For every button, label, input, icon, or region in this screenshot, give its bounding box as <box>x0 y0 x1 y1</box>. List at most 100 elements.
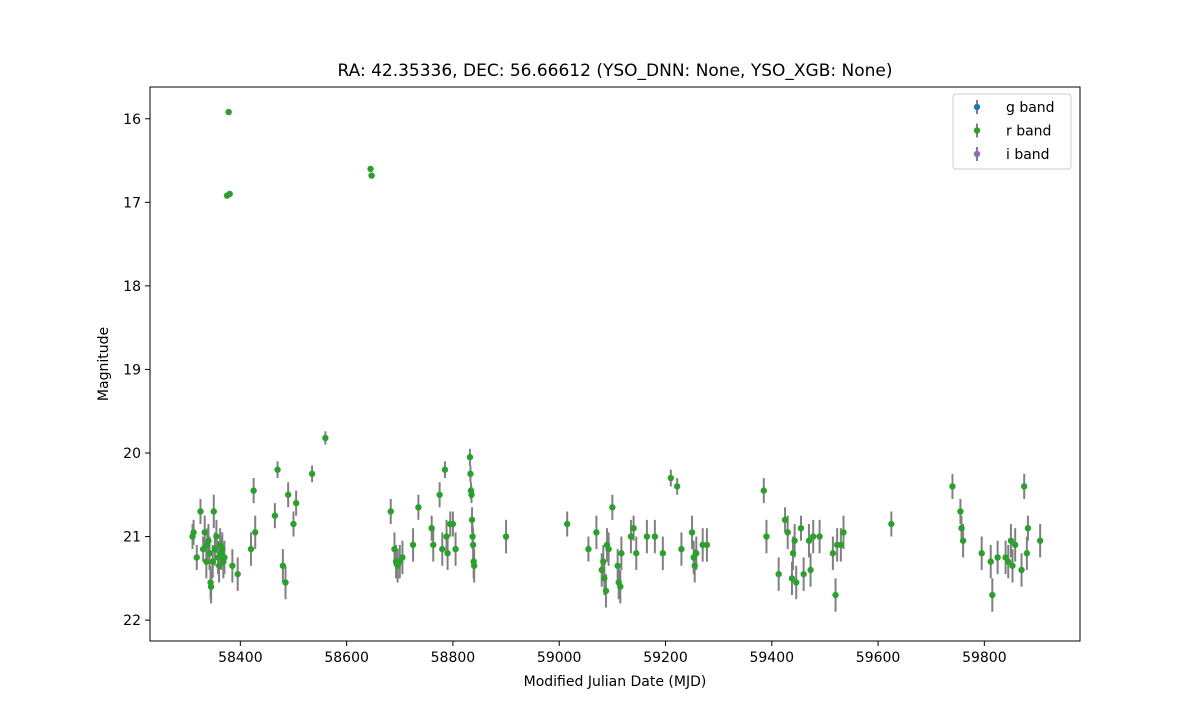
data-point <box>678 545 685 553</box>
data-point <box>978 550 985 557</box>
x-tick-label: 59600 <box>856 650 901 666</box>
legend-box <box>952 93 1072 170</box>
data-point <box>444 550 451 557</box>
y-tick-label: 22 <box>123 613 141 629</box>
data-point <box>816 533 823 540</box>
data-point <box>614 562 621 569</box>
data-point <box>788 575 796 582</box>
data-point <box>793 579 800 586</box>
data-point <box>949 483 956 490</box>
data-point <box>609 504 616 511</box>
data-point <box>643 533 651 540</box>
points-layer <box>189 108 1044 599</box>
data-point <box>197 508 204 515</box>
data-point <box>221 554 228 561</box>
y-tick-label: 18 <box>123 279 141 295</box>
data-point <box>201 529 208 536</box>
data-point <box>959 537 967 544</box>
data-point <box>1009 562 1016 569</box>
data-point <box>807 566 814 574</box>
data-point <box>957 508 964 515</box>
data-point <box>441 466 449 473</box>
data-point <box>199 545 207 553</box>
y-axis-label: Magnitude <box>96 327 112 401</box>
data-point <box>219 545 226 553</box>
data-point <box>409 541 417 549</box>
data-point <box>1005 558 1012 565</box>
data-point <box>279 562 287 569</box>
legend-label: g band <box>1006 100 1055 116</box>
y-tick-label: 16 <box>123 112 141 128</box>
data-point <box>439 545 446 553</box>
data-point <box>627 533 635 540</box>
data-point <box>468 516 476 524</box>
data-point <box>987 558 994 565</box>
data-point <box>209 558 216 565</box>
data-point <box>791 537 798 544</box>
data-point <box>810 533 817 540</box>
legend-label: i band <box>1006 147 1050 163</box>
data-point <box>1007 537 1015 544</box>
data-point <box>667 474 674 482</box>
data-point <box>290 520 297 528</box>
data-point <box>190 529 197 536</box>
data-point <box>250 487 257 494</box>
data-point <box>585 545 592 553</box>
data-point <box>605 545 612 553</box>
data-point <box>688 529 696 536</box>
data-point <box>215 562 223 569</box>
data-point <box>630 524 637 532</box>
data-point <box>274 466 281 473</box>
data-point <box>415 504 422 511</box>
data-point <box>211 545 219 553</box>
data-point <box>193 554 200 561</box>
data-point <box>213 533 220 540</box>
x-tick-label: 58800 <box>431 650 476 666</box>
data-point <box>633 550 640 557</box>
data-point <box>467 470 474 478</box>
data-point <box>292 499 300 507</box>
data-point <box>203 558 210 565</box>
data-point <box>805 537 813 544</box>
data-point <box>210 508 217 515</box>
data-point <box>789 550 797 557</box>
data-point <box>282 579 289 586</box>
legend: g band r band i band <box>952 93 1072 170</box>
data-point <box>443 533 450 540</box>
plot-frame <box>149 86 1081 642</box>
x-tick-label: 58600 <box>324 650 369 666</box>
data-point <box>617 583 624 590</box>
data-point <box>673 483 681 490</box>
data-point <box>784 529 791 536</box>
data-point <box>1023 550 1031 557</box>
legend-marker <box>973 103 981 111</box>
data-point <box>651 533 659 540</box>
data-point <box>436 491 443 498</box>
data-point <box>308 470 316 478</box>
data-point <box>602 587 610 595</box>
data-point <box>600 558 607 565</box>
data-point <box>958 524 965 532</box>
data-point <box>234 570 241 578</box>
data-point <box>229 562 236 569</box>
data-point <box>502 533 510 540</box>
y-tick-label: 19 <box>123 362 141 378</box>
data-point <box>322 434 329 442</box>
data-point <box>763 533 770 540</box>
y-tick-label: 17 <box>123 195 141 211</box>
data-point <box>387 508 394 515</box>
data-point <box>449 520 457 528</box>
data-point <box>252 529 259 536</box>
data-point <box>470 562 478 569</box>
data-point <box>703 541 711 549</box>
data-point <box>659 550 667 557</box>
data-point <box>1011 541 1019 549</box>
x-axis-label: Modified Julian Date (MJD) <box>524 674 707 690</box>
data-point <box>989 591 996 599</box>
data-point <box>205 537 212 544</box>
data-point <box>994 554 1001 561</box>
x-tick-label: 59200 <box>643 650 688 666</box>
data-point <box>781 516 789 524</box>
errorbars-layer <box>191 109 1042 612</box>
